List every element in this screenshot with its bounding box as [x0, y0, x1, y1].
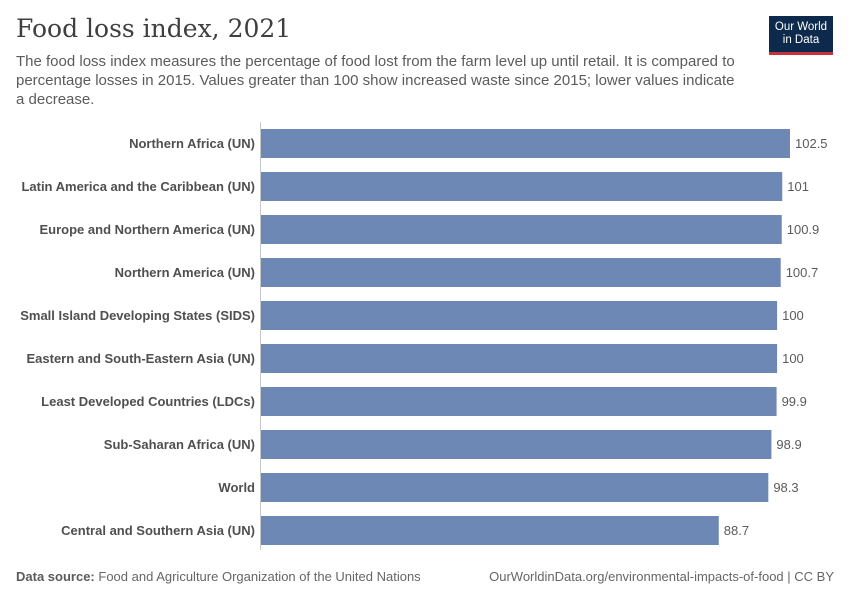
category-label-7: Sub-Saharan Africa (UN): [104, 437, 255, 452]
logo-line-2: in Data: [782, 34, 820, 46]
category-label-3: Northern America (UN): [115, 265, 255, 280]
logo-line-1: Our World: [774, 21, 828, 33]
bar-2[interactable]: [261, 215, 782, 244]
category-label-4: Small Island Developing States (SIDS): [20, 308, 255, 323]
chart-title: Food loss index, 2021: [16, 14, 292, 43]
bars-group: Northern Africa (UN) 102.5 Latin America a…: [20, 129, 828, 545]
value-label-5: 100: [782, 351, 804, 366]
category-label-8: World: [218, 480, 255, 495]
data-source-label: Data source:: [16, 569, 95, 584]
value-label-6: 99.9: [782, 394, 807, 409]
bar-4[interactable]: [261, 301, 778, 330]
category-label-5: Eastern and South-Eastern Asia (UN): [26, 351, 255, 366]
category-label-6: Least Developed Countries (LDCs): [41, 394, 255, 409]
value-label-0: 102.5: [795, 136, 828, 151]
category-label-9: Central and Southern Asia (UN): [61, 523, 255, 538]
value-label-1: 101: [787, 179, 809, 194]
value-label-3: 100.7: [786, 265, 819, 280]
bar-1[interactable]: [261, 172, 783, 201]
bar-8[interactable]: [261, 473, 769, 502]
bar-7[interactable]: [261, 430, 772, 459]
chart-subtitle: The food loss index measures the percent…: [16, 53, 735, 108]
source-url-link[interactable]: OurWorldinData.org/environmental-impacts…: [489, 569, 834, 584]
value-label-8: 98.3: [773, 480, 798, 495]
value-label-7: 98.9: [776, 437, 801, 452]
value-label-4: 100: [782, 308, 804, 323]
bar-3[interactable]: [261, 258, 781, 287]
owid-logo[interactable]: Our World in Data: [769, 16, 833, 55]
value-label-2: 100.9: [787, 222, 820, 237]
category-label-0: Northern Africa (UN): [129, 136, 255, 151]
bar-6[interactable]: [261, 387, 777, 416]
category-label-2: Europe and Northern America (UN): [40, 222, 256, 237]
bar-5[interactable]: [261, 344, 778, 373]
data-source: Data source: Food and Agriculture Organi…: [16, 569, 421, 584]
data-source-text: Food and Agriculture Organization of the…: [98, 569, 421, 584]
bar-0[interactable]: [261, 129, 790, 158]
bar-9[interactable]: [261, 516, 719, 545]
category-label-1: Latin America and the Caribbean (UN): [21, 179, 255, 194]
value-label-9: 88.7: [724, 523, 749, 538]
